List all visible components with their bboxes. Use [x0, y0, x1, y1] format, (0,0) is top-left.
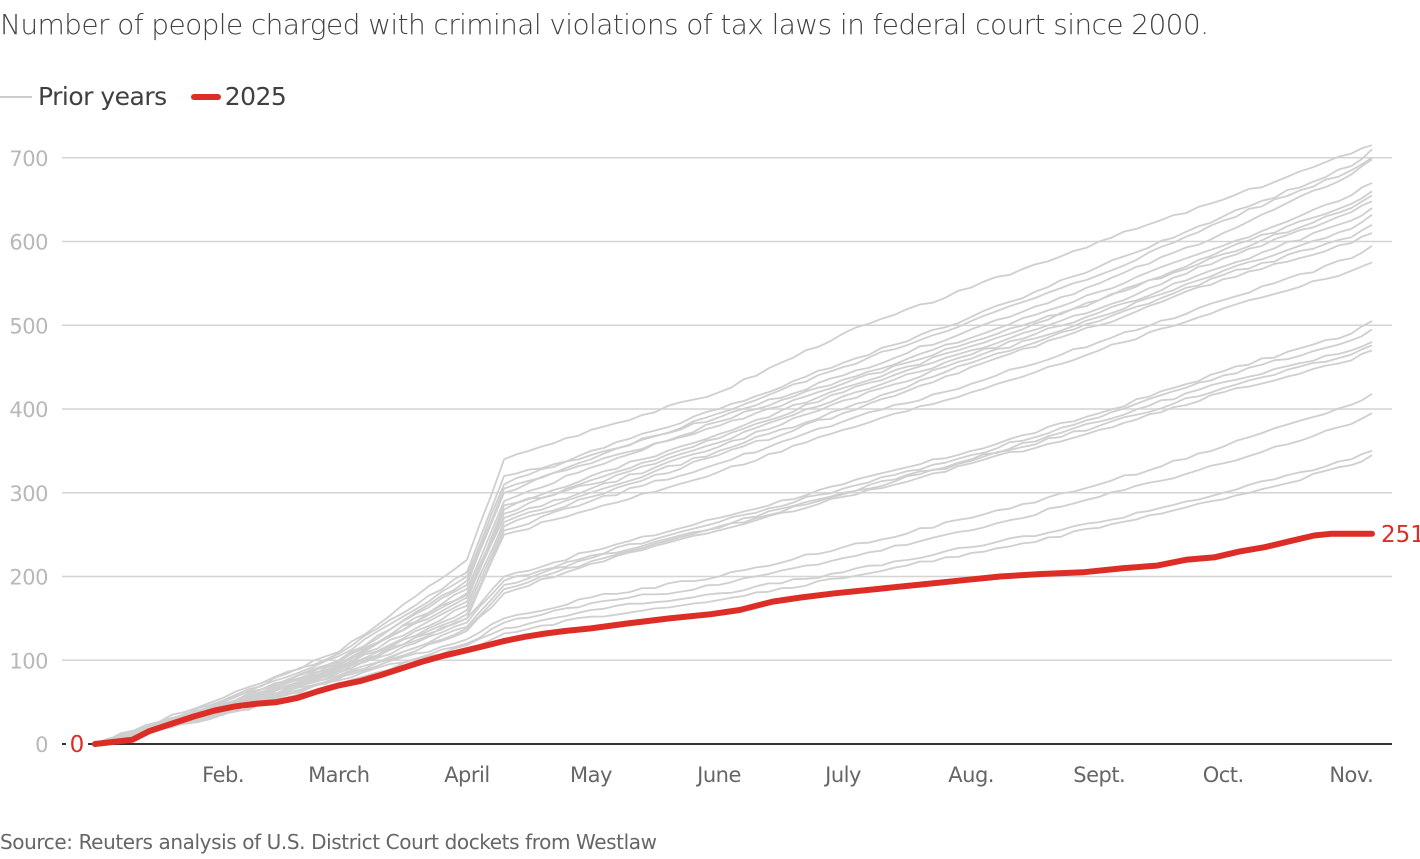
annotations: 0 251 — [66, 522, 1420, 758]
x-tick-label: April — [444, 763, 490, 787]
y-tick-label: 0 — [35, 733, 48, 757]
end-value-label: 251 — [1381, 522, 1420, 548]
prior-year-line — [94, 320, 1373, 745]
prior-year-line — [94, 213, 1373, 745]
y-tick-label: 200 — [9, 566, 48, 590]
x-tick-label: Feb. — [202, 763, 244, 787]
y-axis-ticks: 0 100 200 300 400 500 600 700 — [9, 147, 48, 757]
prior-year-line — [94, 412, 1373, 745]
prior-year-line — [94, 190, 1373, 745]
line-2025 — [92, 530, 1375, 747]
legend: Prior years 2025 — [0, 82, 287, 111]
gridlines — [62, 157, 1392, 661]
prior-year-line — [94, 158, 1373, 745]
y-tick-label: 600 — [9, 231, 48, 255]
x-tick-label: July — [823, 763, 861, 787]
start-value-label: 0 — [70, 732, 85, 758]
y-tick-label: 400 — [9, 398, 48, 422]
prior-year-line — [94, 341, 1373, 745]
prior-year-line — [94, 232, 1373, 745]
x-tick-label: Aug. — [948, 763, 994, 787]
prior-year-line — [94, 393, 1373, 745]
legend-swatch-2025 — [190, 93, 221, 100]
x-tick-label: March — [308, 763, 370, 787]
prior-years-lines — [94, 144, 1373, 745]
prior-year-line — [94, 207, 1373, 745]
x-tick-label: Nov. — [1329, 763, 1373, 787]
x-tick-label: Sept. — [1073, 763, 1125, 787]
source-note: Source: Reuters analysis of U.S. Distric… — [0, 830, 657, 854]
prior-year-line — [94, 194, 1373, 745]
x-tick-label: Oct. — [1203, 763, 1244, 787]
prior-year-line — [94, 200, 1373, 745]
legend-swatch-prior-years — [0, 95, 32, 98]
prior-year-line — [94, 148, 1373, 745]
start-label-bg — [66, 730, 88, 756]
y-tick-label: 300 — [9, 482, 48, 506]
chart-title: Number of people charged with criminal v… — [0, 8, 1209, 41]
y-tick-label: 500 — [9, 314, 48, 338]
prior-year-line — [94, 144, 1373, 745]
prior-year-line — [94, 157, 1373, 745]
x-tick-label: May — [570, 763, 612, 787]
y-tick-label: 100 — [9, 649, 48, 673]
legend-label-prior-years: Prior years — [38, 82, 167, 111]
x-tick-label: June — [695, 763, 741, 787]
prior-year-line — [94, 244, 1373, 745]
series-2025 — [92, 530, 1375, 747]
x-axis-ticks: Feb. March April May June July Aug. Sept. Oct. No… — [202, 763, 1374, 787]
y-tick-label: 700 — [9, 147, 48, 171]
prior-year-line — [94, 224, 1373, 745]
legend-label-2025: 2025 — [224, 82, 287, 111]
